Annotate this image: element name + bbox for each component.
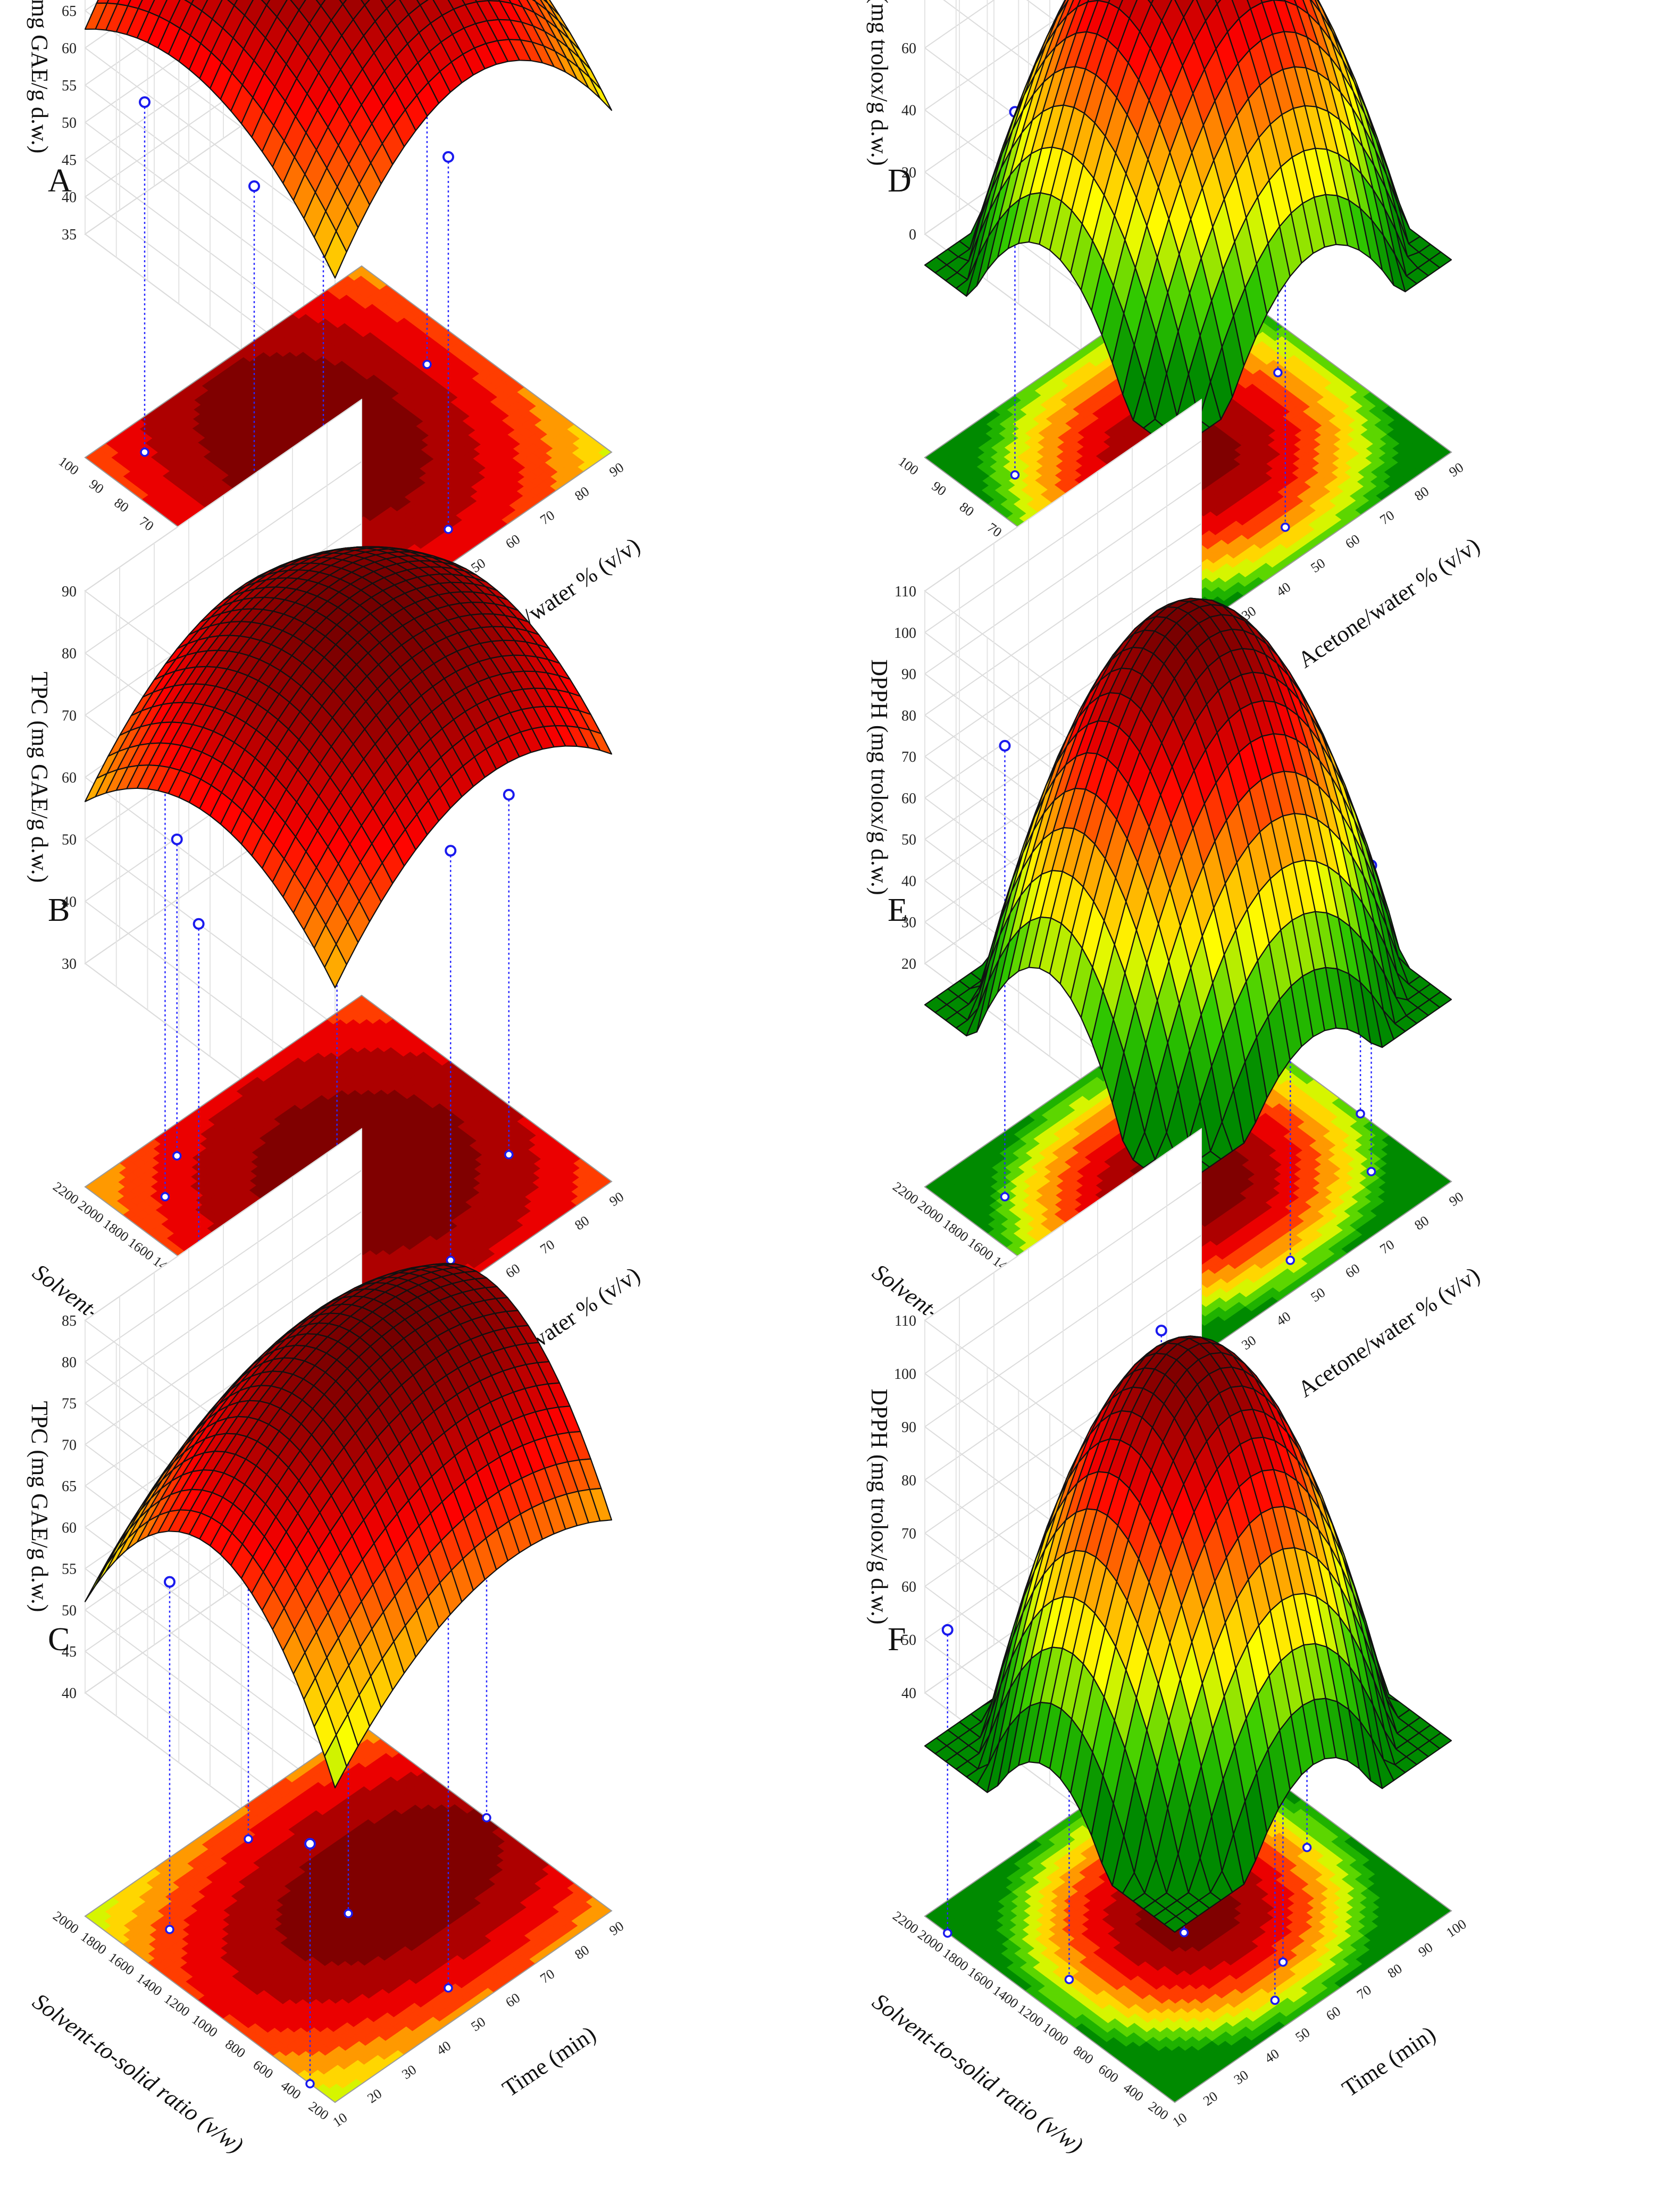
surface-cell [315,0,326,7]
z-axis-title-a: TPC (mg GAE/g d.w.) [27,0,53,153]
observed-floor-point [1281,522,1290,532]
observed-point [139,96,151,108]
observed-floor-point [444,525,453,534]
z-tick-label: 55 [62,78,77,94]
observed-floor-point [1010,470,1020,480]
x-axis-title-d: Acetone/water % (v/v) [1293,533,1485,673]
y-tick-label: 80 [111,495,131,515]
z-tick-label: 40 [901,103,916,119]
x-tick-label: 50 [1308,555,1328,576]
x-tick-label: 90 [1446,460,1466,480]
surface-cell [360,0,370,6]
z-tick-label: 60 [62,40,77,57]
surface-cell [339,0,347,5]
floor-outline-a [84,265,613,645]
x-tick-label: 70 [1377,508,1397,528]
observed-point [442,151,454,163]
z-tick-label: 50 [62,115,77,131]
z-tick-label: 65 [62,3,77,20]
z-tick-label: 60 [901,40,916,57]
response-surface-a [84,0,613,279]
z-tick-label: 45 [62,152,77,169]
x-tick-label: 70 [537,508,557,528]
y-tick-label: 90 [86,476,106,497]
x-tick-label: 80 [572,484,592,504]
z-tick-label: 40 [62,189,77,206]
x-tick-label: 60 [503,531,523,552]
surface-cell [589,77,613,111]
x-tick-label: 80 [1411,484,1432,504]
y-tick-label: 90 [929,478,949,499]
x-tick-label: 40 [1273,579,1293,600]
y-tick-label: 70 [984,520,1005,540]
z-tick-label: 0 [909,227,916,243]
observed-floor-point [1273,368,1283,378]
panel-label-a: A [48,163,72,199]
panel-label-d: D [888,163,912,199]
observed-floor-point [140,447,149,457]
x-tick-label: 60 [1342,531,1363,552]
z-tick-label: 35 [62,227,77,243]
y-tick-label: 80 [957,499,977,520]
y-tick-label: 70 [136,513,156,534]
observed-point [248,180,260,192]
surface-cell [324,230,347,279]
z-axis-title-d: DPPH (mg trolox/g d.w.) [866,0,892,166]
y-tick-label: 100 [896,453,922,478]
x-tick-label: 90 [606,460,626,480]
y-tick-label: 100 [56,453,82,478]
observed-floor-point [422,360,432,369]
